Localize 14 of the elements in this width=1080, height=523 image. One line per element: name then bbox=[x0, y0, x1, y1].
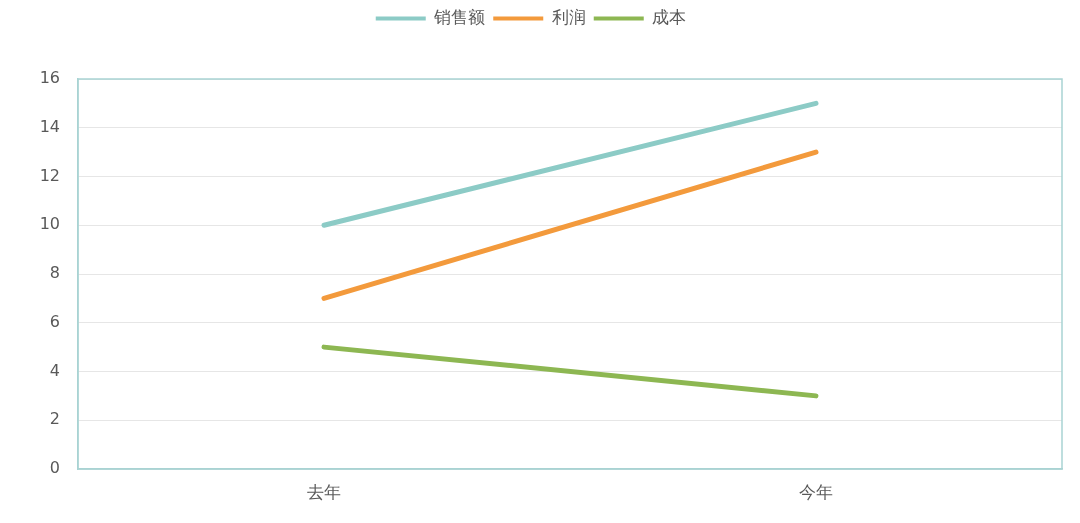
y-tick-label: 12 bbox=[39, 165, 60, 185]
y-tick-label: 6 bbox=[49, 311, 60, 331]
y-tick-label: 4 bbox=[49, 360, 60, 380]
legend-label: 销售额 bbox=[433, 6, 486, 27]
y-tick-label: 14 bbox=[39, 116, 60, 136]
x-tick-label: 今年 bbox=[799, 481, 833, 502]
y-tick-label: 10 bbox=[39, 214, 60, 234]
y-tick-label: 8 bbox=[49, 263, 60, 283]
x-tick-label: 去年 bbox=[307, 481, 341, 502]
y-tick-label: 0 bbox=[49, 458, 60, 478]
y-tick-label: 2 bbox=[49, 409, 60, 429]
legend-label: 利润 bbox=[551, 6, 586, 27]
legend-label: 成本 bbox=[652, 6, 687, 27]
y-tick-label: 16 bbox=[39, 68, 60, 88]
